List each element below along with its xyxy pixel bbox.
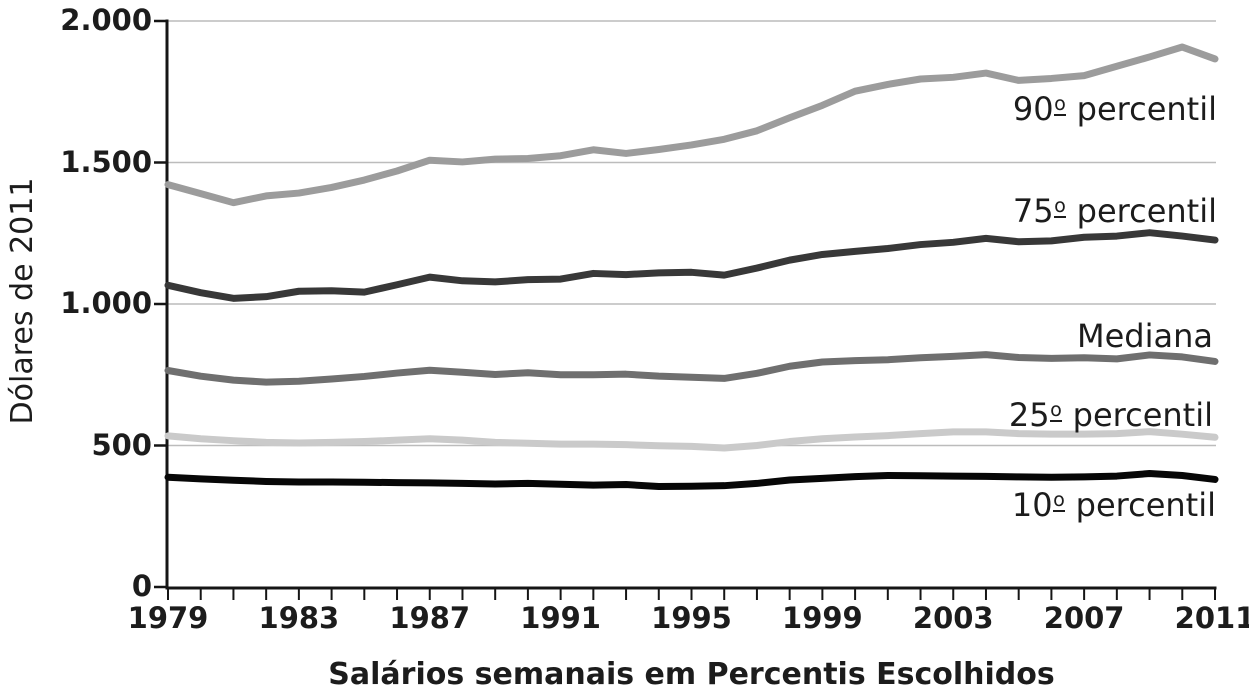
x-tick-label-2007: 2007 [1043, 601, 1125, 635]
line-p10 [164, 470, 1219, 491]
series-label-90th-percentile: 90o percentil [1012, 90, 1217, 128]
x-tick-label-1999: 1999 [782, 601, 863, 635]
ordinal-indicator: o [1053, 92, 1067, 117]
series-label-10th-percentile: 10o percentil [1011, 486, 1216, 524]
x-tick-label-1995: 1995 [651, 601, 732, 635]
y-tick-label-1000: 1.000 [60, 286, 152, 320]
x-tick-label-2011: 2011 [1174, 601, 1249, 635]
line-p90 [164, 43, 1219, 207]
x-tick-label-2003: 2003 [912, 601, 994, 635]
line-median [164, 351, 1219, 386]
y-tick-label-1500: 1.500 [60, 144, 152, 179]
line-p75 [164, 229, 1219, 302]
x-tick-label-1979: 1979 [127, 601, 209, 635]
ordinal-indicator: o [1052, 488, 1066, 513]
y-tick-label-0: 0 [131, 569, 152, 603]
series-label-median: Mediana [1077, 317, 1213, 355]
y-axis-title: Dólares de 2011 [5, 177, 40, 425]
x-tick-label-1987: 1987 [389, 601, 471, 635]
line-p25 [164, 428, 1219, 452]
y-tick-label-500: 500 [91, 427, 152, 462]
y-tick-label-2000: 2.000 [60, 3, 152, 37]
ordinal-indicator: o [1049, 398, 1063, 423]
x-axis-title: Salários semanais em Percentis Escolhido… [328, 657, 1055, 692]
x-tick-label-1983: 1983 [258, 601, 340, 635]
series-label-75th-percentile: 75o percentil [1012, 192, 1217, 230]
ordinal-indicator: o [1053, 194, 1067, 219]
series-label-25th-percentile: 25o percentil [1008, 396, 1213, 434]
x-tick-label-1991: 1991 [520, 601, 601, 635]
